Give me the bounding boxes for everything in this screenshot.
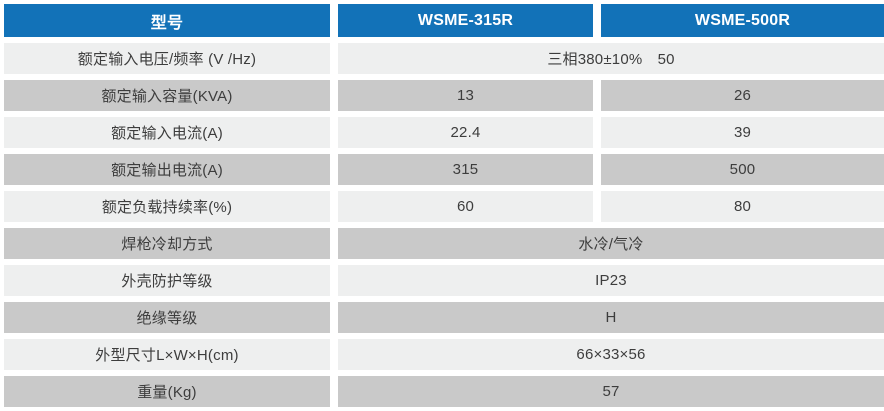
row-value-shared: 66×33×56 [338, 339, 884, 370]
spec-row-rated-duty-cycle: 额定负载持续率(%) 60 80 [4, 191, 884, 222]
row-value-wsme-500r: 500 [601, 154, 884, 185]
header-cell-wsme-500r: WSME-500R [601, 4, 884, 37]
row-label: 额定输出电流(A) [4, 154, 330, 185]
row-label: 额定输入电压/频率 (V /Hz) [4, 43, 330, 74]
row-value-wsme-500r: 39 [601, 117, 884, 148]
spec-row-insulation-class: 绝缘等级 H [4, 302, 884, 333]
row-value-shared: IP23 [338, 265, 884, 296]
row-label: 额定输入容量(KVA) [4, 80, 330, 111]
table-header-row: 型号 WSME-315R WSME-500R [4, 4, 884, 37]
row-value-shared: 57 [338, 376, 884, 407]
row-value-wsme-500r: 26 [601, 80, 884, 111]
row-label: 重量(Kg) [4, 376, 330, 407]
row-label: 额定输入电流(A) [4, 117, 330, 148]
row-value-shared: 三相380±10% 50 [338, 43, 884, 74]
header-cell-model: 型号 [4, 4, 330, 37]
spec-row-enclosure-protection: 外壳防护等级 IP23 [4, 265, 884, 296]
row-label: 外型尺寸L×W×H(cm) [4, 339, 330, 370]
spec-row-weight: 重量(Kg) 57 [4, 376, 884, 407]
row-value-wsme-500r: 80 [601, 191, 884, 222]
row-value-shared: H [338, 302, 884, 333]
row-value-wsme-315r: 22.4 [338, 117, 593, 148]
row-value-wsme-315r: 60 [338, 191, 593, 222]
row-value-shared: 水冷/气冷 [338, 228, 884, 259]
spec-row-rated-input-capacity: 额定输入容量(KVA) 13 26 [4, 80, 884, 111]
row-value-wsme-315r: 315 [338, 154, 593, 185]
row-label: 焊枪冷却方式 [4, 228, 330, 259]
header-cell-wsme-315r: WSME-315R [338, 4, 593, 37]
row-value-wsme-315r: 13 [338, 80, 593, 111]
row-label: 绝缘等级 [4, 302, 330, 333]
spec-row-dimensions: 外型尺寸L×W×H(cm) 66×33×56 [4, 339, 884, 370]
spec-row-rated-output-current: 额定输出电流(A) 315 500 [4, 154, 884, 185]
row-label: 外壳防护等级 [4, 265, 330, 296]
spec-row-torch-cooling: 焊枪冷却方式 水冷/气冷 [4, 228, 884, 259]
row-label: 额定负载持续率(%) [4, 191, 330, 222]
spec-row-rated-input-voltage: 额定输入电压/频率 (V /Hz) 三相380±10% 50 [4, 43, 884, 74]
spec-row-rated-input-current: 额定输入电流(A) 22.4 39 [4, 117, 884, 148]
